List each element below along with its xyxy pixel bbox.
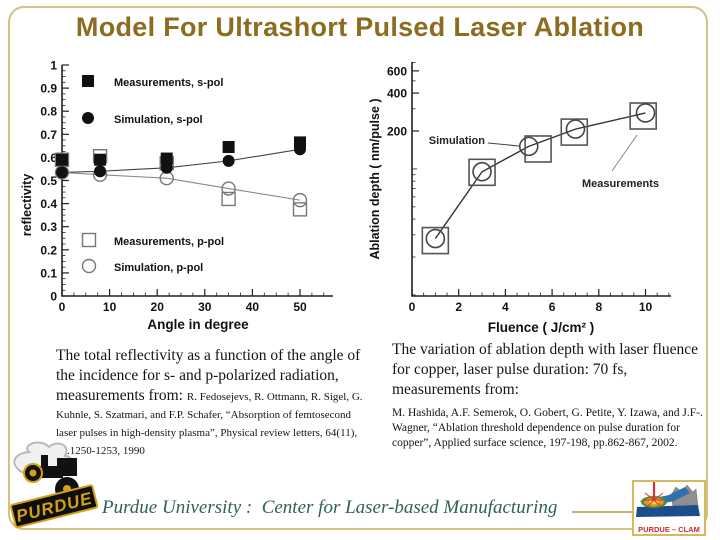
- y-tick-label: 0: [50, 290, 57, 304]
- point-simulation: [472, 161, 492, 182]
- reflectivity-vs-angle-chart: 00.10.20.30.40.50.60.70.80.910 10 20 30 40 50…: [20, 59, 333, 332]
- clam-logo-label: PURDUE – CLAM: [638, 525, 700, 534]
- point-measurements-s-pol: [94, 153, 107, 166]
- y-tick-label: 400: [387, 87, 407, 101]
- right-caption-text: The variation of ablation depth with las…: [392, 341, 699, 398]
- legend-marker-measurements-s-pol: [82, 75, 94, 87]
- point-simulation-p-pol: [221, 181, 236, 196]
- y-axis-label: reflectivity: [20, 174, 34, 237]
- right-caption-citation: M. Hashida, A.F. Semerok, O. Gobert, G. …: [392, 407, 703, 450]
- point-simulation-s-pol: [94, 165, 107, 178]
- annotation-measurements: Measurements: [582, 178, 659, 190]
- purdue-boilermaker-logo: PURDUE: [9, 441, 99, 529]
- legend-marker-simulation-s-pol: [82, 112, 94, 124]
- point-measurements: [468, 158, 496, 187]
- x-tick-label: 6: [549, 300, 556, 314]
- point-measurements-s-pol: [222, 141, 235, 154]
- x-tick-label: 20: [151, 300, 165, 314]
- x-axis-label: Fluence ( J/cm² ): [488, 320, 595, 335]
- left-caption-text: The total reflectivity as a function of …: [56, 347, 361, 404]
- ablation-depth-vs-fluence-chart: 600 400 200 0 2 4 6 8 10 Fluence ( J/cm² ) Ablatio…: [368, 62, 671, 335]
- point-measurements-s-pol: [56, 153, 68, 166]
- point-measurements: [629, 102, 657, 130]
- left-chart-caption: The total reflectivity as a function of …: [56, 346, 372, 459]
- x-tick-label: 0: [59, 300, 66, 314]
- point-measurements-s-pol: [294, 136, 306, 149]
- legend-label-simulation-p-pol: Simulation, p-pol: [114, 262, 203, 274]
- point-measurements-p-pol: [221, 191, 236, 207]
- x-tick-label: 8: [595, 300, 602, 314]
- point-measurements: [524, 135, 552, 163]
- x-tick-label: 30: [198, 300, 212, 314]
- y-axis-label: Ablation depth ( nm/pulse ): [368, 98, 382, 259]
- y-tick-label: 0.4: [40, 197, 57, 211]
- x-tick-label: 10: [639, 300, 653, 314]
- y-tick-label: 1: [50, 59, 57, 73]
- footer-divider-line: [572, 511, 636, 513]
- x-axis-label: Angle in degree: [147, 317, 249, 332]
- point-measurements: [421, 226, 450, 255]
- x-tick-label: 50: [293, 300, 307, 314]
- x-tick-label: 40: [246, 300, 260, 314]
- annotation-simulation-pointer: [487, 142, 520, 147]
- line-simulation-p-pol: [61, 171, 301, 201]
- boiler-hub: [29, 469, 37, 477]
- y-tick-label: 0.6: [40, 151, 57, 165]
- y-tick-label: 0.9: [40, 82, 57, 96]
- point-simulation-p-pol: [292, 192, 308, 208]
- y-tick-label: 0.1: [40, 266, 57, 280]
- y-tick-label: 0.7: [40, 128, 57, 142]
- y-tick-label: 0.5: [40, 174, 57, 188]
- point-simulation: [518, 136, 539, 157]
- legend-label-simulation-s-pol: Simulation, s-pol: [114, 114, 203, 126]
- point-measurements-p-pol: [292, 202, 308, 217]
- point-simulation-s-pol: [160, 161, 173, 174]
- y-tick-label: 0.3: [40, 220, 57, 234]
- point-measurements-p-pol: [54, 152, 70, 167]
- locomotive-chimney: [41, 455, 48, 467]
- point-measurements: [560, 118, 589, 146]
- x-tick-label: 10: [103, 300, 117, 314]
- banner-plate: [9, 484, 99, 529]
- purdue-banner: PURDUE: [9, 484, 99, 529]
- blue-base: [636, 505, 700, 517]
- point-simulation: [425, 228, 446, 249]
- annotation-measurements-pointer: [611, 134, 638, 172]
- point-simulation: [565, 119, 586, 139]
- slide-title: Model For Ultrashort Pulsed Laser Ablati…: [75, 12, 645, 42]
- legend-marker-measurements-p-pol: [81, 232, 97, 248]
- point-simulation-s-pol: [222, 154, 235, 167]
- point-simulation-s-pol: [56, 166, 68, 179]
- spark-burst-icon: [643, 492, 665, 508]
- left-caption-citation: R. Fedosejevs, R. Ottmann, R. Sigel, G. …: [56, 390, 363, 458]
- y-tick-label: 600: [387, 64, 407, 78]
- footer-affiliation: Purdue University : Center for Laser-bas…: [102, 497, 558, 518]
- x-tick-label: 0: [409, 300, 416, 314]
- point-measurements-s-pol: [160, 152, 173, 165]
- x-tick-label: 4: [502, 300, 509, 314]
- laser-ablation-graphic: [636, 482, 700, 517]
- y-tick-label: 0.8: [40, 105, 57, 119]
- legend-label-measurements-p-pol: Measurements, p-pol: [114, 236, 224, 248]
- point-simulation: [635, 103, 656, 123]
- purdue-clam-logo: PURDUE – CLAM: [632, 480, 706, 536]
- legend-marker-simulation-p-pol: [81, 258, 97, 274]
- slide-border: [8, 6, 708, 530]
- x-tick-label: 2: [455, 300, 462, 314]
- legend-label-measurements-s-pol: Measurements, s-pol: [114, 77, 223, 89]
- line-simulation: [434, 112, 646, 239]
- right-chart-caption: The variation of ablation depth with las…: [392, 340, 712, 451]
- locomotive-boiler: [37, 466, 63, 478]
- annotation-simulation: Simulation: [429, 135, 486, 147]
- y-tick-label: 200: [387, 125, 407, 139]
- y-tick-label: 0.2: [40, 243, 57, 257]
